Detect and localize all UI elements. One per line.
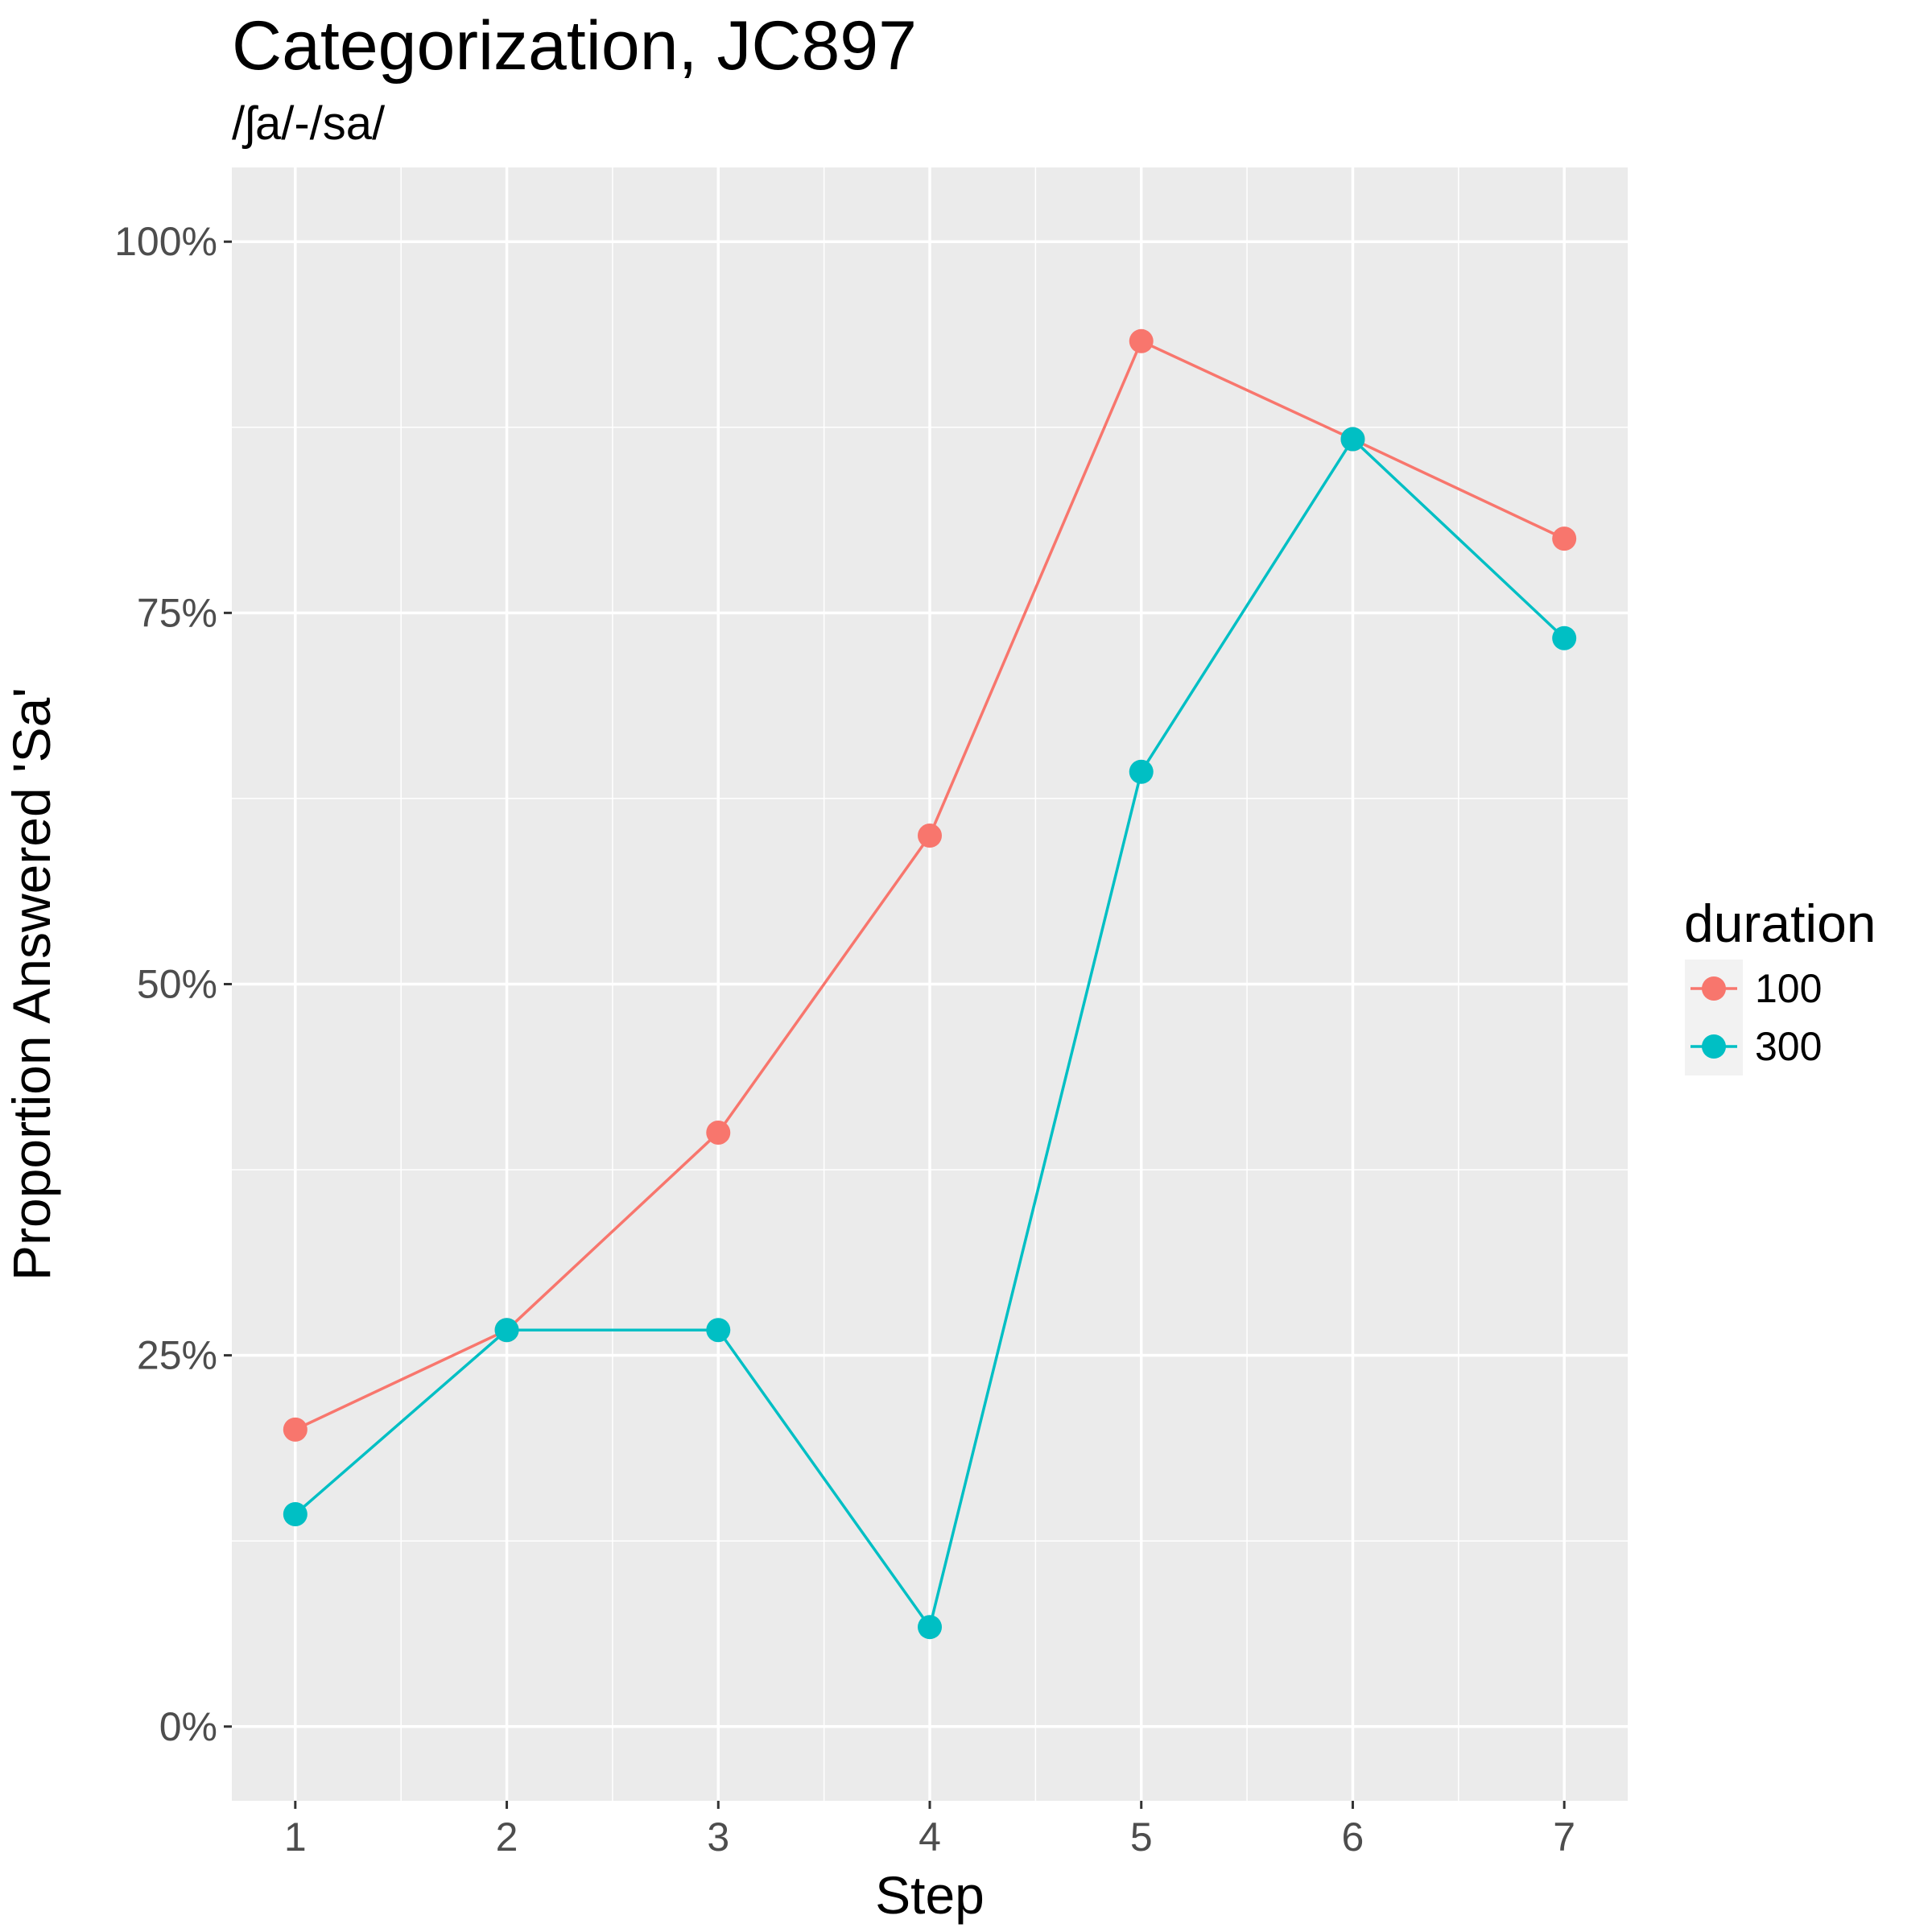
y-tick-label: 25% [137,1333,217,1378]
chart-subtitle: /ʃa/-/sa/ [232,97,386,150]
data-point [1340,427,1365,452]
y-tick-label: 0% [159,1704,217,1749]
legend-title: duration [1684,894,1876,953]
axes: 0% 25% 50% 75% 100% 1 2 3 4 5 6 7 Step Proportion Ans… [2,219,1575,1925]
x-tick-label: 2 [496,1814,518,1860]
data-point [918,1615,942,1640]
y-tick-label: 75% [137,590,217,635]
legend-key-point [1702,976,1726,1001]
plot-panel [232,167,1628,1801]
data-point [283,1417,308,1442]
y-tick-label: 100% [114,219,217,264]
legend-label-300: 300 [1755,1024,1822,1069]
data-point [1552,625,1577,650]
data-point [1129,328,1154,353]
x-tick-label: 7 [1553,1814,1575,1860]
y-axis-title: Proportion Answered 'Sa' [2,687,61,1281]
x-axis-title: Step [875,1865,985,1925]
series-layer [283,328,1577,1640]
x-tick-label: 6 [1342,1814,1364,1860]
data-point [918,824,942,848]
legend-key-point [1702,1034,1726,1059]
data-point [494,1318,519,1343]
series-300 [283,427,1577,1640]
chart-title: Categorization, JC897 [232,7,917,85]
data-point [283,1502,308,1527]
legend: duration 100 300 [1684,894,1876,1075]
x-tick-label: 5 [1130,1814,1153,1860]
y-tick-label: 50% [137,962,217,1007]
data-point [706,1318,731,1343]
x-tick-label: 3 [707,1814,729,1860]
data-point [1129,759,1154,784]
x-tick-label: 1 [284,1814,307,1860]
data-point [1552,526,1577,551]
x-tick-label: 4 [919,1814,941,1860]
data-point [706,1120,731,1145]
legend-label-100: 100 [1755,966,1822,1011]
